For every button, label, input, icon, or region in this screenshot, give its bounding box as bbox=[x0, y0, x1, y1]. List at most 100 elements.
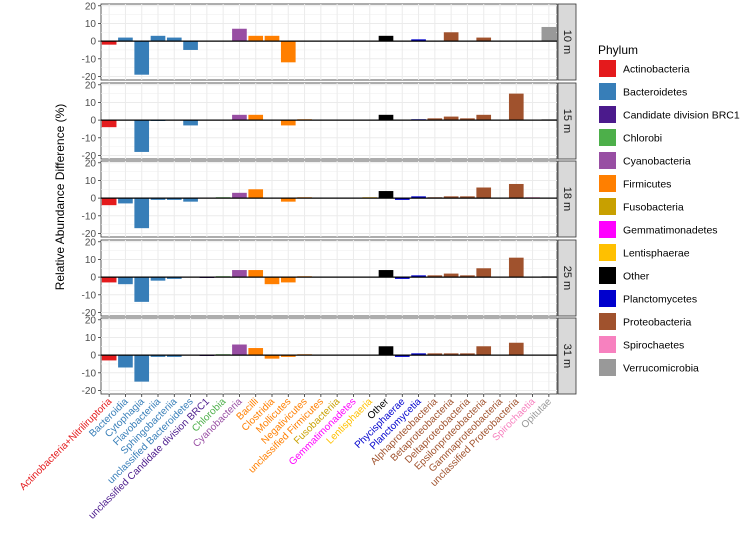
legend-label: Lentisphaerae bbox=[623, 248, 690, 260]
bar bbox=[394, 355, 410, 357]
facet-strip-label: 31 m bbox=[561, 344, 573, 368]
bar bbox=[264, 277, 280, 285]
legend-swatch bbox=[599, 129, 616, 146]
legend-swatch bbox=[599, 336, 616, 353]
legend-title: Phylum bbox=[598, 43, 638, 57]
legend-label: Bacteroidetes bbox=[623, 87, 687, 99]
y-tick-label: -20 bbox=[82, 308, 97, 319]
bar bbox=[248, 189, 264, 199]
bar bbox=[101, 355, 117, 361]
y-tick-label: 20 bbox=[85, 315, 97, 326]
legend: Phylum Actinobacteria Bacteroidetes Candid… bbox=[598, 43, 740, 376]
bar bbox=[150, 35, 166, 42]
y-axis-label: Relative Abundance Difference (%) bbox=[53, 104, 67, 291]
facet-panel: 20 10 0 -10 -20 25 m bbox=[82, 237, 577, 319]
y-tick-label: -20 bbox=[82, 386, 97, 397]
bar bbox=[248, 35, 264, 42]
bar bbox=[264, 35, 280, 42]
y-tick-label: -10 bbox=[82, 368, 97, 379]
bar bbox=[232, 270, 247, 278]
bar bbox=[378, 35, 394, 42]
facet-panel: 20 10 0 -10 -20 15 m bbox=[82, 80, 577, 162]
facet-panel: 20 10 0 -10 -20 18 m bbox=[82, 158, 577, 240]
bar bbox=[134, 120, 150, 152]
facet-panel: 20 10 0 -10 -20 10 m bbox=[82, 1, 577, 83]
legend-label: Spirochaetes bbox=[623, 340, 684, 352]
legend-swatch bbox=[599, 60, 616, 77]
legend-label: Candidate division BRC1 bbox=[623, 110, 740, 122]
facet-strip bbox=[557, 239, 577, 317]
bar bbox=[232, 344, 247, 356]
y-tick-label: 10 bbox=[85, 98, 97, 109]
bar bbox=[248, 348, 264, 356]
bar bbox=[118, 198, 133, 204]
legend-label: Other bbox=[623, 271, 650, 283]
bar bbox=[460, 275, 475, 278]
bar bbox=[411, 353, 426, 356]
y-tick-label: 0 bbox=[90, 116, 96, 127]
y-tick-label: 20 bbox=[85, 80, 97, 91]
bar bbox=[166, 355, 182, 357]
legend-label: Cyanobacteria bbox=[623, 156, 691, 168]
bar bbox=[427, 275, 443, 278]
panel-background bbox=[100, 3, 558, 81]
bar bbox=[394, 198, 410, 200]
bar bbox=[280, 277, 296, 283]
legend-swatch bbox=[599, 267, 616, 284]
bar bbox=[166, 37, 182, 42]
legend-label: Chlorobi bbox=[623, 133, 662, 145]
y-tick-label: 10 bbox=[85, 333, 97, 344]
facet-strip-label: 25 m bbox=[561, 266, 573, 290]
bar bbox=[280, 198, 296, 202]
facet-strip bbox=[557, 160, 577, 238]
bar bbox=[411, 196, 426, 199]
bar bbox=[232, 28, 247, 42]
bar bbox=[443, 273, 459, 278]
bar bbox=[183, 41, 198, 50]
bar bbox=[150, 355, 166, 357]
bar bbox=[427, 353, 443, 356]
bar bbox=[508, 183, 524, 199]
bar bbox=[280, 120, 296, 126]
bar bbox=[248, 114, 264, 121]
bar bbox=[460, 196, 475, 199]
bar bbox=[378, 346, 394, 356]
bar bbox=[183, 120, 198, 126]
bar bbox=[443, 32, 459, 42]
bar bbox=[101, 277, 117, 283]
bar bbox=[508, 93, 524, 121]
bar bbox=[134, 41, 150, 75]
legend-swatch bbox=[599, 152, 616, 169]
bar bbox=[411, 275, 426, 278]
y-tick-label: -10 bbox=[82, 133, 97, 144]
bar bbox=[476, 346, 492, 356]
y-tick-label: 20 bbox=[85, 1, 97, 12]
bar bbox=[166, 277, 182, 279]
bar bbox=[150, 277, 166, 281]
x-tick-label: Actinobacteria+Nitriliruptoria bbox=[18, 396, 115, 493]
bar bbox=[378, 270, 394, 278]
facet-strip bbox=[557, 82, 577, 160]
bar bbox=[232, 114, 247, 121]
facet-strip bbox=[557, 3, 577, 81]
bar bbox=[443, 116, 459, 121]
bar bbox=[118, 277, 133, 285]
bar bbox=[476, 268, 492, 278]
bar bbox=[427, 118, 443, 121]
legend-label: Gemmatimonadetes bbox=[623, 225, 718, 237]
facet-strip bbox=[557, 317, 577, 395]
y-tick-label: 10 bbox=[85, 19, 97, 30]
bar bbox=[378, 191, 394, 199]
bar bbox=[508, 342, 524, 356]
legend-swatch bbox=[599, 313, 616, 330]
legend-swatch bbox=[599, 175, 616, 192]
bar bbox=[280, 41, 296, 63]
y-tick-label: -10 bbox=[82, 290, 97, 301]
y-tick-label: -10 bbox=[82, 54, 97, 65]
y-tick-label: 10 bbox=[85, 255, 97, 266]
y-tick-label: 0 bbox=[90, 194, 96, 205]
bar bbox=[118, 355, 133, 368]
y-tick-label: 10 bbox=[85, 176, 97, 187]
bar bbox=[134, 277, 150, 302]
